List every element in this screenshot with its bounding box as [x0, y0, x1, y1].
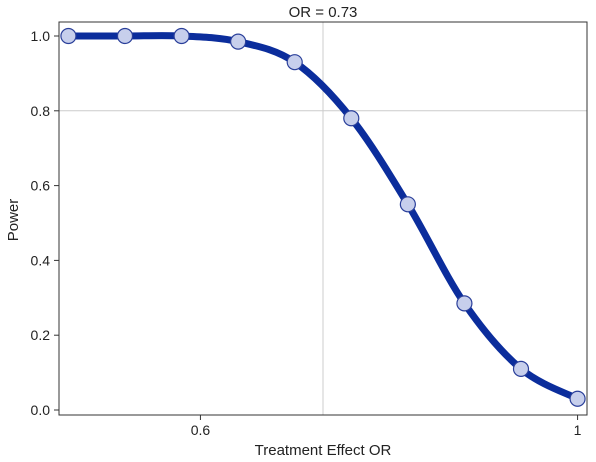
- chart-title: OR = 0.73: [289, 4, 358, 21]
- plot-frame: [58, 21, 588, 416]
- points-layer: [60, 27, 586, 407]
- data-point: [116, 27, 134, 45]
- data-point: [60, 27, 77, 45]
- y-tick-label: 0.0: [31, 402, 51, 418]
- x-tick-label: 0.6: [191, 422, 211, 438]
- y-tick-label: 1.0: [31, 28, 51, 44]
- y-axis-title: Power: [5, 199, 22, 242]
- data-point: [173, 27, 190, 45]
- data-point: [286, 54, 303, 71]
- x-tick-label: 1: [574, 422, 582, 438]
- data-point: [343, 110, 360, 127]
- x-axis-ticks: 0.6 1: [191, 415, 582, 438]
- data-point: [512, 360, 530, 377]
- y-axis-ticks: 0.0 0.2 0.4 0.6 0.8 1.0: [31, 28, 59, 418]
- y-tick-label: 0.4: [31, 252, 51, 268]
- data-point: [399, 196, 416, 213]
- x-axis-title: Treatment Effect OR: [255, 442, 392, 459]
- data-point: [569, 390, 586, 407]
- data-point: [230, 33, 247, 50]
- y-tick-label: 0.2: [31, 327, 51, 343]
- y-tick-label: 0.6: [31, 178, 51, 194]
- data-point: [456, 295, 473, 312]
- y-tick-label: 0.8: [31, 103, 51, 119]
